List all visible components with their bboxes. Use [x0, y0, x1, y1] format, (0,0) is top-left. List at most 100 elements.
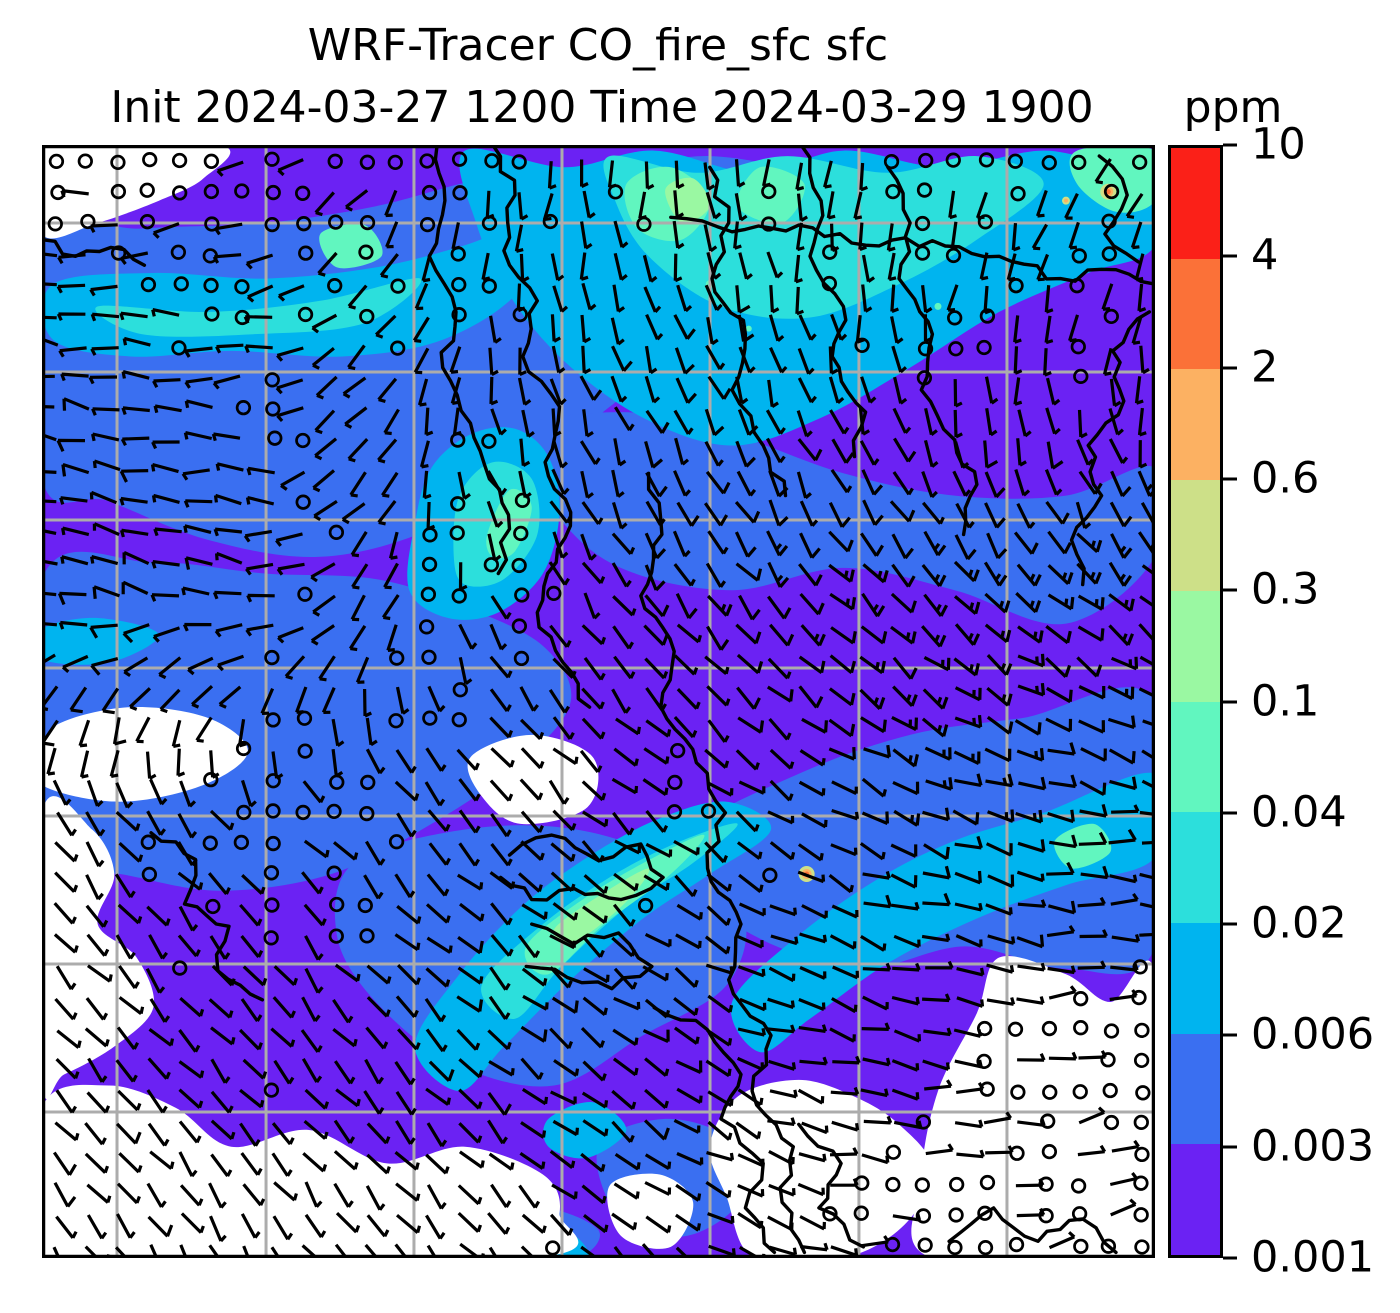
calm-wind-circle — [1040, 1113, 1056, 1129]
wind-barb — [829, 409, 850, 435]
wind-barb — [210, 1119, 236, 1141]
wind-barb — [768, 966, 796, 983]
wind-barb — [704, 408, 725, 437]
wind-barb — [1078, 1106, 1106, 1125]
wind-barb — [706, 1151, 735, 1162]
wind-barb — [304, 1213, 327, 1239]
wind-barb — [90, 346, 119, 356]
calm-wind-circle — [110, 183, 127, 200]
wind-barb — [280, 470, 306, 491]
wind-barb — [579, 375, 603, 401]
wind-barb — [1047, 593, 1075, 611]
wind-barb — [766, 1024, 796, 1034]
wind-barb — [421, 254, 432, 283]
wind-barb — [675, 1059, 703, 1074]
wind-barb — [458, 778, 481, 802]
wind-barb — [799, 966, 827, 980]
wind-barb — [1015, 592, 1042, 614]
wind-barb — [581, 624, 607, 646]
wind-barb — [457, 966, 484, 985]
wind-barb — [552, 1119, 579, 1137]
wind-barb — [489, 376, 499, 406]
wind-barb — [733, 221, 742, 250]
wind-barb — [549, 1027, 573, 1050]
calm-wind-circle — [297, 306, 314, 323]
wind-barb — [115, 1059, 138, 1083]
wind-barb — [366, 1153, 391, 1175]
below-min-region — [42, 1084, 579, 1258]
wind-barb — [85, 811, 106, 837]
calm-wind-circle — [203, 277, 219, 294]
calm-wind-circle — [388, 834, 405, 850]
wind-barb — [1076, 439, 1094, 466]
wind-barb — [581, 561, 606, 585]
calm-wind-circle — [977, 1240, 994, 1256]
wind-barb — [956, 967, 985, 977]
wind-barb — [184, 399, 213, 409]
wind-barb — [120, 436, 150, 447]
calm-wind-circle — [358, 244, 374, 260]
wind-barb — [954, 870, 982, 885]
wind-barb — [52, 1246, 61, 1258]
coastline — [797, 1122, 866, 1249]
wind-barb — [183, 499, 213, 508]
wind-barb — [703, 224, 718, 253]
wind-barb — [458, 842, 480, 867]
wind-barb — [1077, 960, 1107, 970]
wind-barb — [1107, 685, 1135, 701]
wind-barb — [954, 835, 983, 850]
wind-barb — [347, 284, 368, 310]
calm-wind-circle — [265, 773, 281, 789]
wind-barb — [552, 657, 577, 679]
calm-wind-circle — [917, 1237, 933, 1253]
wind-barb — [1046, 861, 1075, 876]
wind-barb — [738, 780, 766, 795]
wind-barb — [552, 285, 569, 313]
wind-barb — [115, 934, 136, 960]
wind-barb — [85, 904, 109, 928]
calm-wind-circle — [48, 153, 65, 170]
calm-wind-circle — [421, 184, 438, 201]
chart-title-line2: Init 2024-03-27 1200 Time 2024-03-29 190… — [110, 82, 1094, 133]
wind-barb — [238, 1028, 263, 1051]
wind-barb — [826, 191, 836, 220]
wind-barb — [734, 531, 757, 558]
wind-barb — [862, 995, 889, 1011]
coastline — [1069, 310, 1152, 587]
wind-barb — [119, 311, 148, 321]
wind-barb — [365, 1026, 389, 1050]
calm-wind-circle — [265, 401, 281, 417]
wind-barb — [115, 811, 141, 832]
wind-barb — [153, 527, 182, 537]
calm-wind-circle — [885, 183, 901, 200]
calm-wind-circle — [511, 154, 527, 170]
wind-barb — [921, 471, 938, 499]
wind-barb — [644, 1153, 672, 1170]
wind-barb — [178, 905, 199, 932]
wind-barb — [146, 810, 166, 836]
wind-barb — [1134, 253, 1145, 282]
wind-barb — [672, 530, 691, 558]
wind-barb — [798, 1152, 827, 1163]
wind-barb — [922, 1059, 950, 1071]
wind-barb — [583, 967, 610, 984]
map-layers — [42, 145, 1155, 1258]
wind-barb — [797, 347, 815, 375]
wind-barb — [179, 1184, 204, 1207]
wind-barb — [487, 1119, 508, 1145]
wind-barb — [363, 688, 372, 718]
wind-barb — [122, 550, 150, 566]
wind-barb — [549, 934, 576, 950]
calm-wind-circle — [978, 152, 995, 168]
wind-barb — [829, 1027, 856, 1043]
wind-barb — [521, 903, 548, 921]
wind-barb — [801, 717, 828, 734]
calm-wind-circle — [1071, 1206, 1088, 1222]
wind-barb — [738, 873, 764, 893]
wind-barb — [89, 623, 118, 639]
wind-barb — [245, 562, 274, 576]
calm-wind-circle — [1008, 278, 1024, 294]
wind-barb — [184, 556, 213, 570]
wind-barb — [673, 839, 700, 856]
calm-wind-circle — [822, 1206, 838, 1222]
